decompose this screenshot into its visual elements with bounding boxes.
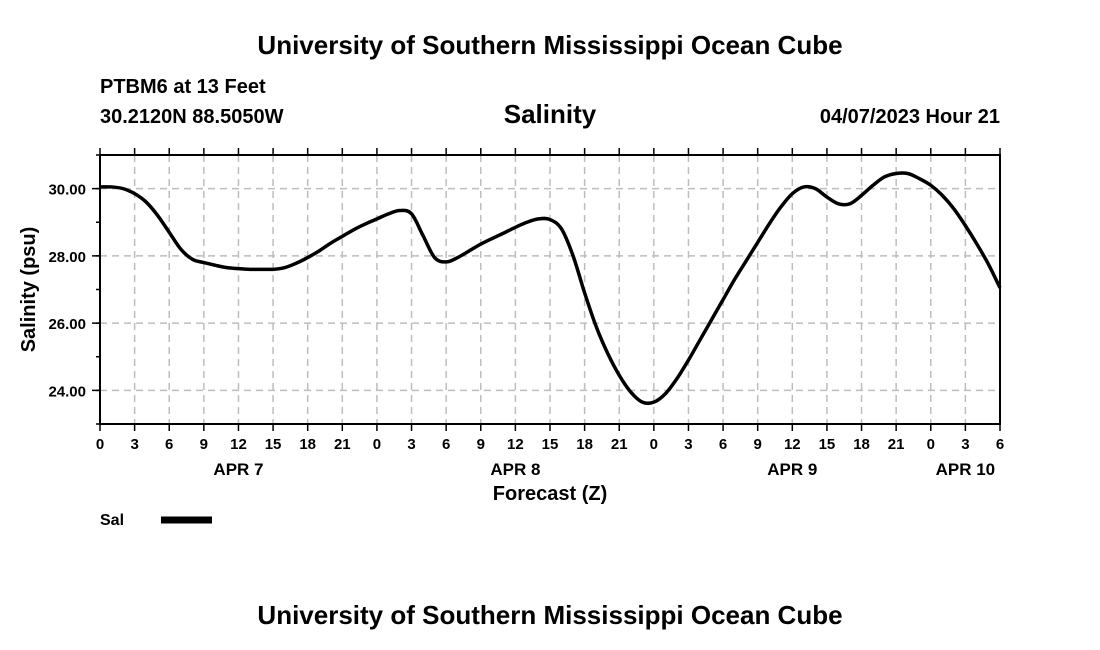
x-tick-label: 15 [819,436,836,453]
x-tick-label: 12 [507,436,524,453]
x-tick-label: 3 [130,436,138,453]
footer-title: University of Southern Mississippi Ocean… [257,600,843,630]
x-tick-label: 18 [299,436,316,453]
y-axis-label: Salinity (psu) [18,227,40,353]
x-tick-label: 0 [96,436,104,453]
x-tick-label: 15 [542,436,559,453]
date-label: APR 8 [490,460,540,479]
x-tick-label: 6 [996,436,1004,453]
date-label: APR 9 [767,460,817,479]
date-label: APR 10 [936,460,996,479]
x-tick-label: 6 [442,436,450,453]
series-line-sal [99,171,1002,406]
chart-title: Salinity [503,99,597,129]
page-title: University of Southern Mississippi Ocean… [257,30,843,60]
x-tick-label: 0 [927,436,935,453]
x-tick-label: 6 [165,436,173,453]
x-tick-label: 9 [477,436,485,453]
y-tick-label: 30.00 [48,182,86,199]
x-tick-label: 21 [888,436,905,453]
x-tick-label: 12 [784,436,801,453]
x-tick-label: 15 [265,436,282,453]
x-tick-label: 21 [611,436,628,453]
y-tick-label: 28.00 [48,249,86,266]
x-tick-label: 18 [576,436,593,453]
x-tick-label: 3 [407,436,415,453]
date-label: APR 7 [213,460,263,479]
legend-label: Sal [100,512,124,529]
x-tick-label: 3 [684,436,692,453]
x-tick-label: 9 [200,436,208,453]
forecast-datetime: 04/07/2023 Hour 21 [819,106,1000,128]
y-tick-label: 26.00 [48,316,86,333]
plot-frame [99,154,1001,425]
x-tick-label: 0 [373,436,381,453]
y-tick-label: 24.00 [48,383,86,400]
x-axis-label: Forecast (Z) [493,483,607,505]
station-label: PTBM6 at 13 Feet [100,76,266,98]
x-tick-label: 21 [334,436,351,453]
x-tick-label: 18 [853,436,870,453]
x-tick-label: 9 [754,436,762,453]
x-tick-label: 3 [961,436,969,453]
x-tick-label: 12 [230,436,247,453]
x-tick-label: 6 [719,436,727,453]
x-tick-label: 0 [650,436,658,453]
station-coords: 30.2120N 88.5050W [100,106,284,128]
